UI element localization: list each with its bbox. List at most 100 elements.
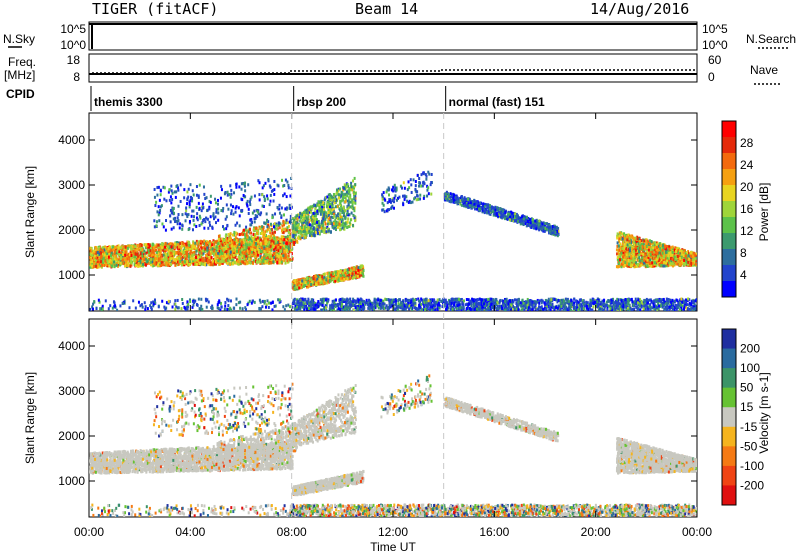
echo-cell [231,205,234,209]
echo-cell [344,222,347,226]
echo-cell [188,203,191,207]
echo-cell [286,245,289,249]
echo-cell [214,240,217,244]
echo-cell [222,254,225,258]
echo-cell [153,259,156,263]
echo-cell [396,196,399,200]
echo-cell [166,259,169,263]
echo-cell [167,250,170,254]
echo-cell [271,243,274,247]
echo-cell [279,239,282,243]
echo-cell [169,247,172,251]
echo-cell [313,232,316,236]
echo-cell [177,247,180,251]
echo-cell [179,246,182,250]
echo-cell [207,247,210,251]
echo-cell [295,221,298,225]
echo-cell [218,249,221,253]
echo-cell [341,195,344,199]
echo-cell [310,278,313,282]
echo-cell [296,226,299,230]
echo-cell [243,184,246,188]
echo-cell [92,255,95,259]
echo-cell [381,197,384,201]
echo-cell [291,234,294,238]
echo-cell [221,209,224,213]
echo-cell [194,254,197,258]
echo-cell [168,198,171,202]
echo-cell [150,257,153,261]
echo-cell [132,245,135,249]
echo-cell [187,263,190,267]
echo-cell [191,254,194,258]
echo-cell [243,233,246,237]
echo-cell [284,261,287,265]
echo-cell [263,221,266,225]
echo-cell [299,219,302,223]
echo-cell [198,261,201,265]
echo-cell [205,263,208,267]
echo-cell [163,252,166,256]
echo-cell [212,249,215,253]
echo-cell [208,205,211,209]
echo-cell [279,257,282,261]
echo-cell [225,227,228,231]
echo-cell [277,249,280,253]
echo-cell [218,262,221,266]
echo-cell [262,184,265,188]
echo-cell [302,218,305,222]
echo-cell [296,221,299,225]
echo-cell [232,212,235,216]
echo-cell [136,247,139,251]
echo-cell [245,233,248,237]
echo-cell [203,246,206,250]
echo-cell [330,273,333,277]
echo-cell [241,247,244,251]
echo-cell [410,190,413,194]
echo-cell [153,244,156,248]
echo-cell [103,253,106,257]
echo-cell [349,200,352,204]
echo-cell [227,233,230,237]
echo-cell [171,198,174,202]
echo-cell [279,253,282,257]
echo-cell [101,252,104,256]
echo-cell [344,187,347,191]
echo-cell [209,200,212,204]
echo-cell [277,236,280,240]
echo-cell [244,254,247,258]
echo-cell [343,183,346,187]
echo-cell [262,227,265,231]
echo-cell [344,209,347,213]
echo-cell [224,250,227,254]
echo-cell [355,266,358,270]
echo-cell [283,223,286,227]
echo-cell [128,259,131,263]
echo-cell [311,204,314,208]
echo-cell [192,253,195,257]
echo-cell [411,200,414,204]
echo-cell [257,258,260,262]
echo-cell [262,259,265,263]
echo-cell [159,193,162,197]
echo-cell [338,278,341,282]
echo-cell [299,231,302,235]
echo-cell [347,206,350,210]
echo-cell [169,253,172,257]
echo-cell [189,199,192,203]
echo-cell [240,182,243,186]
echo-cell [331,208,334,212]
echo-cell [238,185,241,189]
echo-cell [361,268,364,272]
echo-cell [185,206,188,210]
echo-cell [97,265,100,269]
echo-cell [228,234,231,238]
echo-cell [203,192,206,196]
echo-cell [280,258,283,262]
echo-cell [255,237,258,241]
echo-cell [134,255,137,259]
echo-cell [283,251,286,255]
echo-cell [322,214,325,218]
echo-cell [264,239,267,243]
echo-cell [223,192,226,196]
